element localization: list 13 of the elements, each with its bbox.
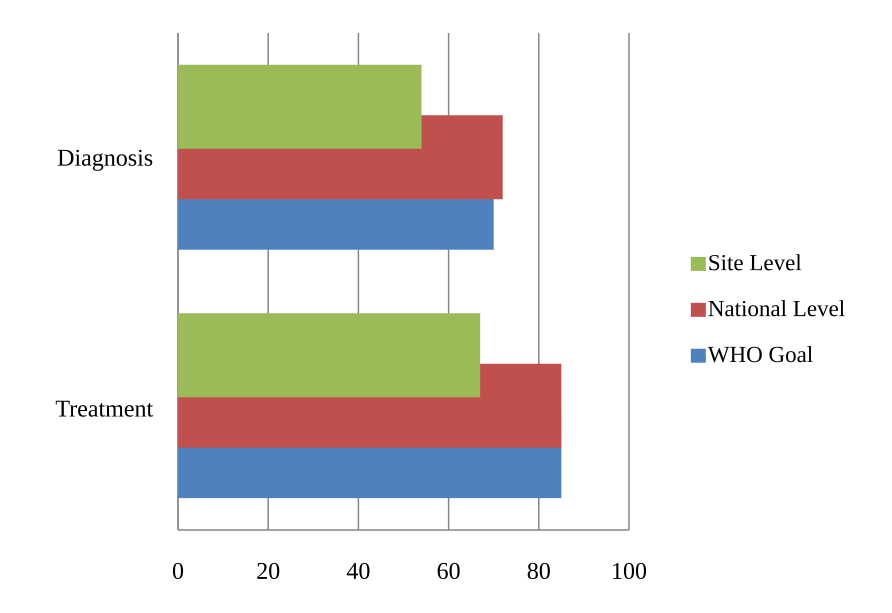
x-tick-label: 0 (172, 562, 184, 580)
y-tick-label: Diagnosis (58, 150, 152, 171)
bar (178, 64, 422, 149)
legend-label: WHO Goal (708, 346, 813, 362)
legend-label: Site Level (709, 254, 802, 270)
x-tick-label: 80 (528, 562, 550, 580)
x-tick-label: 100 (613, 562, 646, 580)
legend-label: National Level (708, 300, 845, 316)
bar (178, 313, 480, 398)
y-tick-label: Treatment (56, 400, 154, 417)
x-tick-label: 20 (257, 562, 280, 580)
x-tick-label: 40 (346, 562, 370, 580)
x-tick-label: 60 (438, 562, 460, 580)
